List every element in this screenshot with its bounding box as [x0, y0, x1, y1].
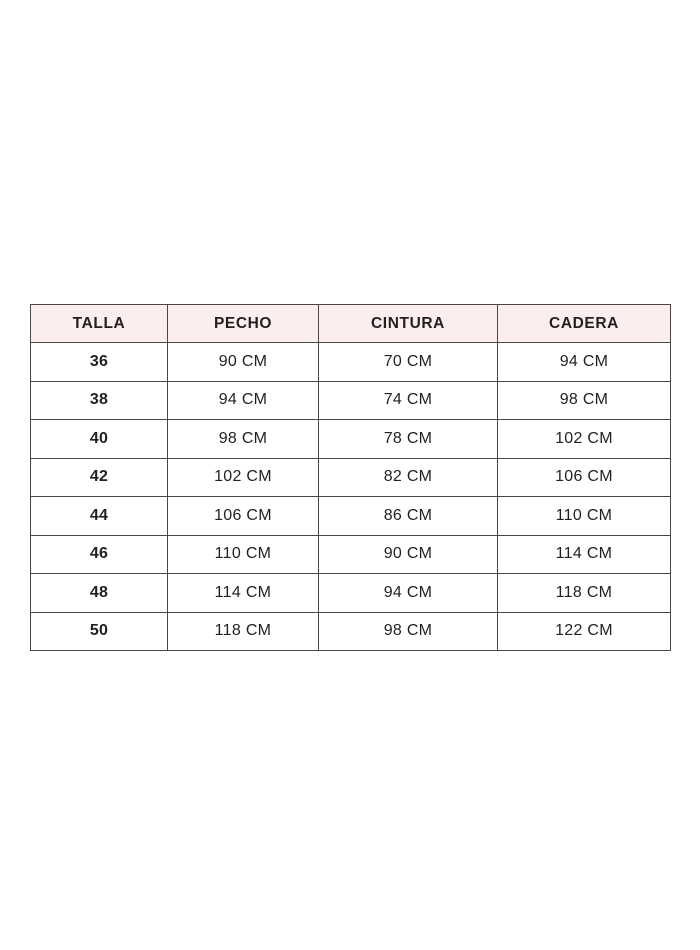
table-row: 36 90 CM 70 CM 94 CM	[30, 342, 671, 382]
cell-cintura: 86 CM	[318, 496, 498, 536]
cell-pecho: 114 CM	[167, 573, 319, 613]
table-row: 44 106 CM 86 CM 110 CM	[30, 496, 671, 536]
cell-cadera: 98 CM	[497, 380, 671, 420]
table-row: 40 98 CM 78 CM 102 CM	[30, 419, 671, 459]
cell-talla: 36	[30, 342, 168, 382]
cell-cadera: 106 CM	[497, 457, 671, 497]
table-row: 50 118 CM 98 CM 122 CM	[30, 611, 671, 651]
size-chart-table: TALLA PECHO CINTURA CADERA 36 90 CM 70 C…	[30, 304, 671, 651]
cell-pecho: 102 CM	[167, 457, 319, 497]
cell-talla: 50	[30, 611, 168, 651]
cell-pecho: 118 CM	[167, 611, 319, 651]
table-header-row: TALLA PECHO CINTURA CADERA	[30, 304, 671, 343]
cell-cadera: 122 CM	[497, 611, 671, 651]
size-chart-container: TALLA PECHO CINTURA CADERA 36 90 CM 70 C…	[30, 304, 671, 651]
column-header-pecho: PECHO	[167, 304, 319, 343]
column-header-cintura: CINTURA	[318, 304, 498, 343]
table-row: 42 102 CM 82 CM 106 CM	[30, 457, 671, 497]
cell-cintura: 98 CM	[318, 611, 498, 651]
cell-cintura: 82 CM	[318, 457, 498, 497]
cell-cintura: 78 CM	[318, 419, 498, 459]
table-row: 48 114 CM 94 CM 118 CM	[30, 573, 671, 613]
cell-talla: 42	[30, 457, 168, 497]
cell-cintura: 90 CM	[318, 534, 498, 574]
cell-talla: 38	[30, 380, 168, 420]
cell-talla: 48	[30, 573, 168, 613]
cell-pecho: 98 CM	[167, 419, 319, 459]
cell-talla: 46	[30, 534, 168, 574]
cell-cintura: 70 CM	[318, 342, 498, 382]
cell-talla: 44	[30, 496, 168, 536]
cell-cadera: 102 CM	[497, 419, 671, 459]
cell-cintura: 94 CM	[318, 573, 498, 613]
cell-cadera: 94 CM	[497, 342, 671, 382]
cell-talla: 40	[30, 419, 168, 459]
table-body: 36 90 CM 70 CM 94 CM 38 94 CM 74 CM 98 C…	[30, 342, 671, 651]
table-row: 38 94 CM 74 CM 98 CM	[30, 380, 671, 420]
column-header-talla: TALLA	[30, 304, 168, 343]
cell-pecho: 106 CM	[167, 496, 319, 536]
cell-pecho: 90 CM	[167, 342, 319, 382]
cell-cadera: 110 CM	[497, 496, 671, 536]
cell-pecho: 94 CM	[167, 380, 319, 420]
cell-cintura: 74 CM	[318, 380, 498, 420]
table-row: 46 110 CM 90 CM 114 CM	[30, 534, 671, 574]
cell-cadera: 118 CM	[497, 573, 671, 613]
cell-pecho: 110 CM	[167, 534, 319, 574]
column-header-cadera: CADERA	[497, 304, 671, 343]
cell-cadera: 114 CM	[497, 534, 671, 574]
table-head: TALLA PECHO CINTURA CADERA	[30, 304, 671, 343]
